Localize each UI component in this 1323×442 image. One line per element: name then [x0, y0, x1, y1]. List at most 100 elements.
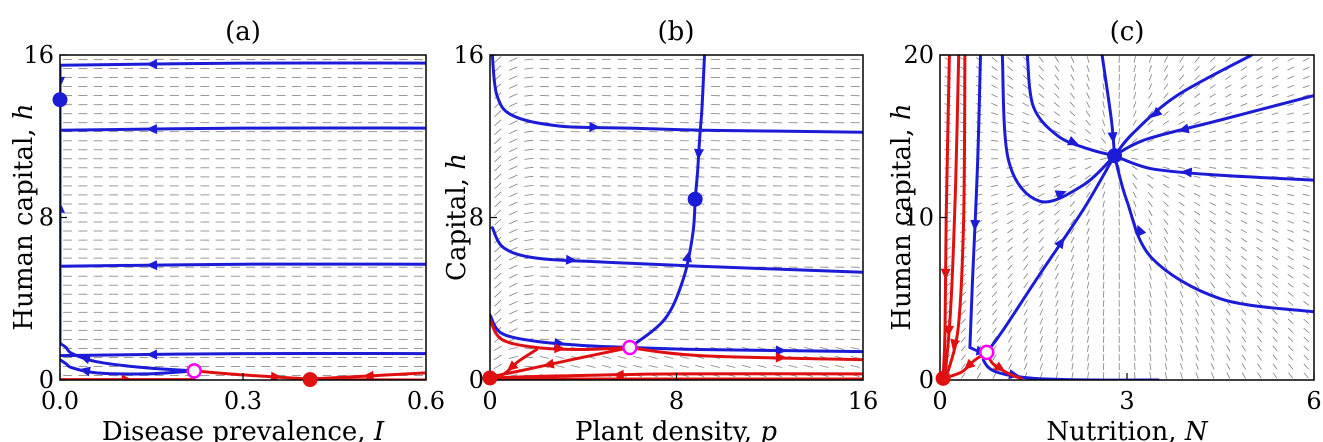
vector-field-arrow — [1256, 229, 1263, 234]
vector-field-arrow — [1179, 65, 1184, 72]
stable-fixed-point — [482, 370, 498, 386]
x-tick-label: 0.6 — [407, 387, 445, 415]
vector-field-arrow — [1302, 256, 1310, 261]
y-tick-label: 16 — [23, 41, 54, 69]
vector-field-arrow — [1102, 218, 1105, 226]
vector-field-arrow — [1195, 291, 1200, 298]
vector-field-arrow — [1087, 353, 1089, 361]
vector-field-arrow — [1194, 65, 1200, 72]
vector-field-arrow — [1164, 363, 1168, 370]
vector-field-arrow — [493, 345, 502, 352]
vector-field-arrow — [1287, 57, 1294, 62]
vector-field-arrow — [1053, 139, 1061, 142]
vector-field-arrow — [1039, 363, 1043, 370]
vector-field-arrow — [494, 318, 502, 325]
vector-field-arrow — [991, 219, 998, 225]
vector-field-arrow — [1224, 102, 1232, 107]
vector-field-arrow — [509, 301, 518, 306]
vector-field-arrow — [1038, 111, 1045, 116]
vector-field-arrow — [1162, 175, 1170, 179]
stable-fixed-point — [52, 92, 68, 108]
vector-field-arrow — [494, 245, 502, 253]
vector-field-arrow — [494, 128, 502, 136]
vector-field-arrow — [819, 365, 829, 368]
vector-field-arrow — [1302, 85, 1310, 89]
vector-field-arrow — [509, 319, 518, 324]
vector-field-arrow — [1134, 344, 1136, 352]
vector-field-arrow — [1163, 65, 1169, 72]
vector-field-arrow — [1194, 228, 1200, 234]
vector-field-arrow — [1179, 299, 1184, 307]
vector-field-arrow — [1303, 273, 1310, 279]
vector-field-arrow — [991, 93, 998, 98]
vector-field-arrow — [1070, 263, 1075, 271]
vector-field-arrow — [1195, 336, 1199, 343]
vector-field-arrow — [602, 365, 611, 368]
vector-field-arrow — [1210, 318, 1215, 325]
vector-field-arrow — [1179, 245, 1184, 253]
vector-field-arrow — [1255, 121, 1263, 124]
y-tick-label: 16 — [453, 41, 484, 69]
vector-field-arrow — [1147, 192, 1154, 198]
panel-c-frame — [939, 54, 1315, 381]
vector-field-arrow — [1226, 327, 1231, 334]
vector-field-arrow — [1179, 272, 1184, 280]
vector-field-arrow — [1069, 201, 1076, 207]
vector-field-arrow — [494, 110, 502, 117]
vector-field-arrow — [509, 282, 518, 288]
vector-field-arrow — [1194, 93, 1201, 99]
vector-field-arrow — [1149, 317, 1152, 325]
vector-field-arrow — [1164, 272, 1168, 280]
vector-field-arrow — [1241, 345, 1247, 352]
vector-field-arrow — [1287, 140, 1295, 142]
x-tick-label: 16 — [848, 387, 879, 415]
vector-field-arrow — [1070, 83, 1075, 90]
x-tick-label: 0.0 — [41, 387, 79, 415]
vector-field-arrow — [1149, 362, 1152, 370]
trajectory-blue-5 — [693, 55, 706, 201]
vector-field-arrow — [1193, 201, 1201, 207]
vector-field-arrow — [1149, 308, 1152, 316]
vector-field-arrow — [1240, 184, 1248, 188]
vector-field-arrow — [1287, 66, 1294, 71]
vector-field-arrow — [1194, 281, 1200, 289]
vector-field-arrow — [1038, 102, 1045, 107]
vector-field-arrow — [1149, 335, 1152, 343]
trajectory-red-7 — [490, 317, 632, 352]
vector-field-arrow — [1102, 272, 1105, 280]
vector-field-arrow — [1054, 92, 1060, 99]
vector-field-arrow — [1256, 327, 1263, 334]
vector-field-arrow — [1287, 130, 1295, 133]
vector-field-arrow — [1303, 363, 1309, 370]
trajectory-arrowhead — [146, 124, 158, 135]
vector-field-arrow — [1271, 57, 1279, 62]
vector-field-arrow — [1287, 318, 1294, 324]
vector-field-arrow — [1006, 210, 1014, 216]
x-tick-label: 6 — [1306, 387, 1321, 415]
vector-field-arrow — [1055, 344, 1059, 352]
vector-field-arrow — [1146, 148, 1154, 151]
vector-field-arrow — [1085, 110, 1091, 117]
vector-field-arrow — [1070, 254, 1075, 262]
vector-field-arrow — [976, 336, 982, 343]
vector-field-arrow — [1178, 111, 1185, 116]
vector-field-arrow — [1225, 273, 1231, 279]
vector-field-arrow — [524, 94, 534, 97]
vector-field-arrow — [1209, 84, 1216, 89]
vector-field-arrow — [804, 347, 814, 350]
vector-field-arrow — [1257, 345, 1262, 352]
vector-field-arrow — [1087, 299, 1090, 307]
trajectory-blue-8 — [1113, 154, 1314, 314]
vector-field-arrow — [1070, 272, 1074, 280]
vector-field-arrow — [1037, 184, 1045, 188]
vector-field-arrow — [976, 300, 982, 307]
vector-field-arrow — [1225, 282, 1231, 289]
vector-field-arrow — [1180, 353, 1183, 361]
vector-field-arrow — [1178, 74, 1185, 81]
vector-field-arrow — [1022, 184, 1030, 188]
vector-field-arrow — [976, 363, 982, 370]
trajectory-blue-4 — [60, 351, 426, 358]
vector-field-arrow — [976, 372, 982, 379]
vector-field-arrow — [1006, 112, 1014, 116]
vector-field-arrow — [1240, 228, 1248, 234]
